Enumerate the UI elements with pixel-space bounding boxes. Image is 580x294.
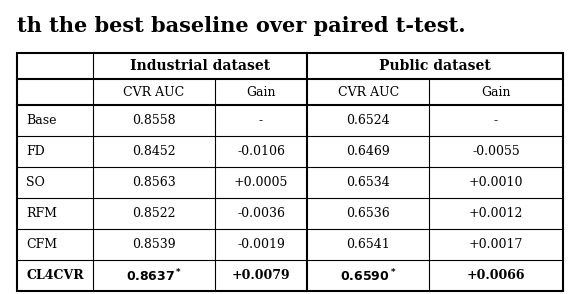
Text: +0.0066: +0.0066	[467, 269, 525, 282]
Text: -0.0106: -0.0106	[237, 146, 285, 158]
Text: +0.0079: +0.0079	[231, 269, 291, 282]
Text: Industrial dataset: Industrial dataset	[130, 59, 270, 73]
Text: Base: Base	[26, 114, 57, 128]
Text: 0.8558: 0.8558	[132, 114, 176, 128]
Text: -0.0019: -0.0019	[237, 238, 285, 251]
Text: +0.0017: +0.0017	[469, 238, 523, 251]
Text: +0.0005: +0.0005	[234, 176, 288, 189]
Text: -0.0036: -0.0036	[237, 207, 285, 220]
Text: Public dataset: Public dataset	[379, 59, 491, 73]
Text: -0.0055: -0.0055	[472, 146, 520, 158]
Text: 0.6524: 0.6524	[346, 114, 390, 128]
Text: 0.6534: 0.6534	[346, 176, 390, 189]
Text: $\mathbf{0.6590^*}$: $\mathbf{0.6590^*}$	[340, 267, 397, 284]
Text: 0.6536: 0.6536	[346, 207, 390, 220]
Text: RFM: RFM	[26, 207, 57, 220]
Text: FD: FD	[26, 146, 45, 158]
Text: 0.6541: 0.6541	[346, 238, 390, 251]
Text: 0.8539: 0.8539	[132, 238, 176, 251]
Text: 0.8452: 0.8452	[132, 146, 176, 158]
Text: CFM: CFM	[26, 238, 57, 251]
Text: th the best baseline over paired t-test.: th the best baseline over paired t-test.	[17, 16, 466, 36]
Text: SO: SO	[26, 176, 45, 189]
Text: 0.8563: 0.8563	[132, 176, 176, 189]
Text: $\mathbf{0.8637^*}$: $\mathbf{0.8637^*}$	[126, 267, 182, 284]
Text: Gain: Gain	[481, 86, 510, 99]
Bar	[17, 53, 563, 291]
Text: 0.8522: 0.8522	[132, 207, 176, 220]
Text: CVR AUC: CVR AUC	[123, 86, 184, 99]
Text: CVR AUC: CVR AUC	[338, 86, 399, 99]
Text: 0.6469: 0.6469	[346, 146, 390, 158]
Text: +0.0012: +0.0012	[469, 207, 523, 220]
Text: Gain: Gain	[246, 86, 276, 99]
Text: CL4CVR: CL4CVR	[26, 269, 84, 282]
Text: +0.0010: +0.0010	[469, 176, 523, 189]
Text: -: -	[259, 114, 263, 128]
Text: -: -	[494, 114, 498, 128]
